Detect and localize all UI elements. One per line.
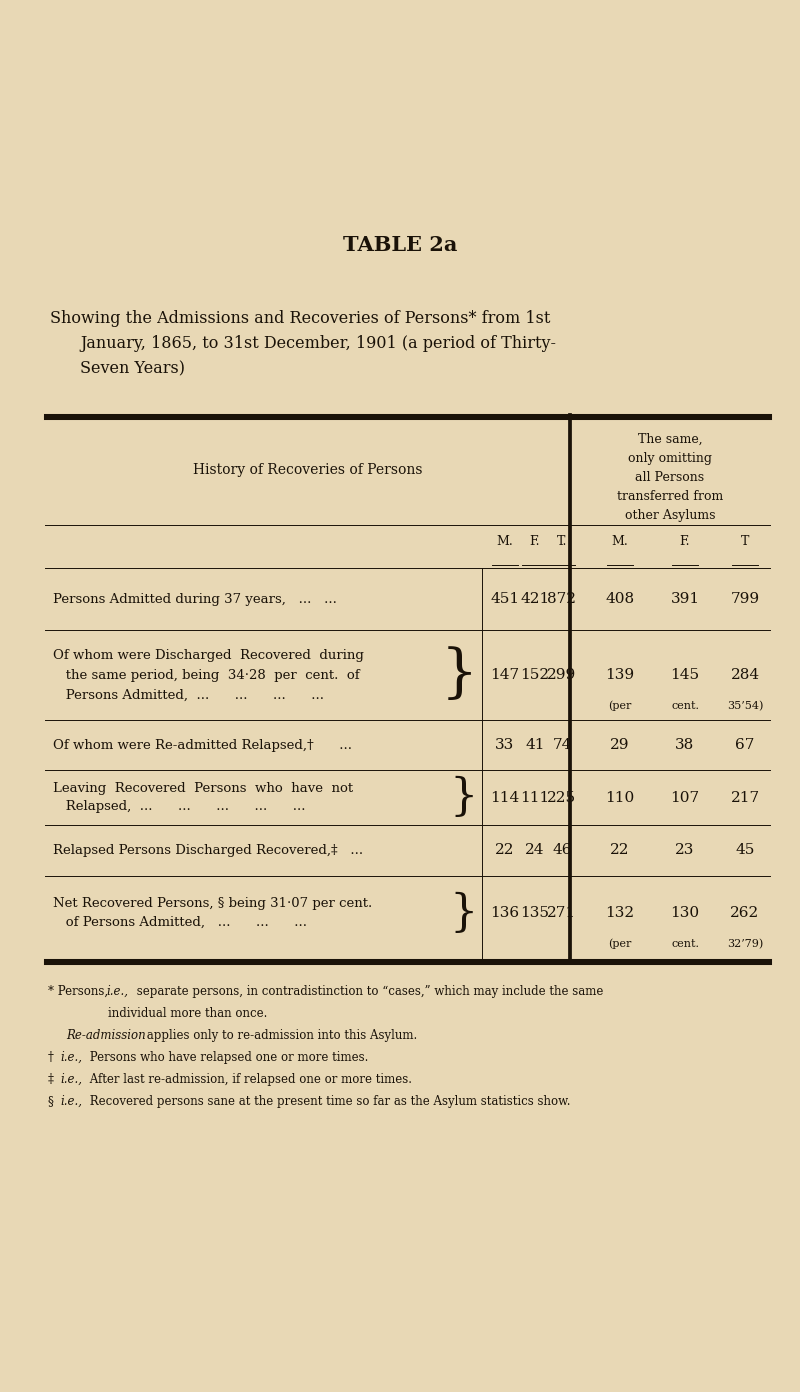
Text: T.: T. xyxy=(557,535,567,548)
Text: Of whom were Discharged  Recovered  during: Of whom were Discharged Recovered during xyxy=(53,649,364,661)
Text: transferred from: transferred from xyxy=(617,490,723,503)
Text: Relapsed,  ...      ...      ...      ...      ...: Relapsed, ... ... ... ... ... xyxy=(53,800,306,813)
Text: §: § xyxy=(48,1096,58,1108)
Text: 110: 110 xyxy=(606,791,634,805)
Text: Showing the Admissions and Recoveries of Persons* from 1st: Showing the Admissions and Recoveries of… xyxy=(50,310,550,327)
Text: 24: 24 xyxy=(526,844,545,857)
Text: 67: 67 xyxy=(735,738,754,752)
Text: applies only to re-admission into this Asylum.: applies only to re-admission into this A… xyxy=(143,1029,418,1043)
Text: }: } xyxy=(450,891,478,934)
Text: Leaving  Recovered  Persons  who  have  not: Leaving Recovered Persons who have not xyxy=(53,782,353,795)
Text: 139: 139 xyxy=(606,668,634,682)
Text: 271: 271 xyxy=(547,906,577,920)
Text: 135: 135 xyxy=(521,906,550,920)
Text: 872: 872 xyxy=(547,592,577,606)
Text: 41: 41 xyxy=(526,738,545,752)
Text: 225: 225 xyxy=(547,791,577,805)
Text: * Persons,: * Persons, xyxy=(48,986,112,998)
Text: 45: 45 xyxy=(735,844,754,857)
Text: i.e.,: i.e., xyxy=(60,1051,82,1063)
Text: T: T xyxy=(741,535,749,548)
Text: Persons Admitted during 37 years,   ...   ...: Persons Admitted during 37 years, ... ..… xyxy=(53,593,337,606)
Text: M.: M. xyxy=(612,535,628,548)
Text: }: } xyxy=(450,775,478,818)
Text: 38: 38 xyxy=(675,738,694,752)
Text: 262: 262 xyxy=(730,906,760,920)
Text: 284: 284 xyxy=(730,668,759,682)
Text: 217: 217 xyxy=(730,791,759,805)
Text: 132: 132 xyxy=(606,906,634,920)
Text: Recovered persons sane at the present time so far as the Asylum statistics show.: Recovered persons sane at the present ti… xyxy=(86,1096,570,1108)
Text: 451: 451 xyxy=(490,592,519,606)
Text: Persons Admitted,  ...      ...      ...      ...: Persons Admitted, ... ... ... ... xyxy=(53,689,324,702)
Text: Net Recovered Persons, § being 31·07 per cent.: Net Recovered Persons, § being 31·07 per… xyxy=(53,898,372,910)
Text: January, 1865, to 31st December, 1901 (a period of Thirty-: January, 1865, to 31st December, 1901 (a… xyxy=(80,335,556,352)
Text: 29: 29 xyxy=(610,738,630,752)
Text: only omitting: only omitting xyxy=(628,452,712,465)
Text: After last re-admission, if relapsed one or more times.: After last re-admission, if relapsed one… xyxy=(86,1073,412,1086)
Text: ‡: ‡ xyxy=(48,1073,58,1086)
Text: 46: 46 xyxy=(552,844,572,857)
Text: 799: 799 xyxy=(730,592,759,606)
Text: (per: (per xyxy=(608,938,632,949)
Text: 152: 152 xyxy=(521,668,550,682)
Text: History of Recoveries of Persons: History of Recoveries of Persons xyxy=(193,464,422,477)
Text: Relapsed Persons Discharged Recovered,‡   ...: Relapsed Persons Discharged Recovered,‡ … xyxy=(53,844,363,857)
Text: cent.: cent. xyxy=(671,940,699,949)
Text: F.: F. xyxy=(530,535,540,548)
Text: 22: 22 xyxy=(495,844,514,857)
Text: Re-admission: Re-admission xyxy=(66,1029,146,1043)
Text: 421: 421 xyxy=(520,592,550,606)
Text: TABLE 2a: TABLE 2a xyxy=(343,235,457,255)
Text: 111: 111 xyxy=(520,791,550,805)
Text: i.e.,: i.e., xyxy=(60,1096,82,1108)
Text: all Persons: all Persons xyxy=(635,470,705,484)
Text: Seven Years): Seven Years) xyxy=(80,361,185,377)
Text: 32’79): 32’79) xyxy=(727,938,763,949)
Text: 145: 145 xyxy=(670,668,699,682)
Text: individual more than once.: individual more than once. xyxy=(108,1006,267,1020)
Text: the same period, being  34·28  per  cent.  of: the same period, being 34·28 per cent. o… xyxy=(53,668,360,682)
Text: 391: 391 xyxy=(670,592,699,606)
Text: i.e.,: i.e., xyxy=(106,986,128,998)
Text: 33: 33 xyxy=(495,738,514,752)
Text: 23: 23 xyxy=(675,844,694,857)
Text: The same,: The same, xyxy=(638,433,702,445)
Text: 130: 130 xyxy=(670,906,699,920)
Text: †: † xyxy=(48,1051,58,1063)
Text: F.: F. xyxy=(680,535,690,548)
Text: other Asylums: other Asylums xyxy=(625,509,715,522)
Text: }: } xyxy=(441,647,478,703)
Text: 35’54): 35’54) xyxy=(727,700,763,711)
Text: 408: 408 xyxy=(606,592,634,606)
Text: (per: (per xyxy=(608,700,632,711)
Text: Persons who have relapsed one or more times.: Persons who have relapsed one or more ti… xyxy=(86,1051,368,1063)
Text: 22: 22 xyxy=(610,844,630,857)
Text: 299: 299 xyxy=(547,668,577,682)
Text: of Persons Admitted,   ...      ...      ...: of Persons Admitted, ... ... ... xyxy=(53,916,307,928)
Text: 107: 107 xyxy=(670,791,699,805)
Text: Of whom were Re-admitted Relapsed,†      ...: Of whom were Re-admitted Relapsed,† ... xyxy=(53,739,352,752)
Text: 74: 74 xyxy=(552,738,572,752)
Text: 136: 136 xyxy=(490,906,519,920)
Text: 147: 147 xyxy=(490,668,519,682)
Text: 114: 114 xyxy=(490,791,520,805)
Text: separate persons, in contradistinction to “cases,” which may include the same: separate persons, in contradistinction t… xyxy=(133,986,603,998)
Text: cent.: cent. xyxy=(671,702,699,711)
Text: i.e.,: i.e., xyxy=(60,1073,82,1086)
Text: M.: M. xyxy=(497,535,514,548)
